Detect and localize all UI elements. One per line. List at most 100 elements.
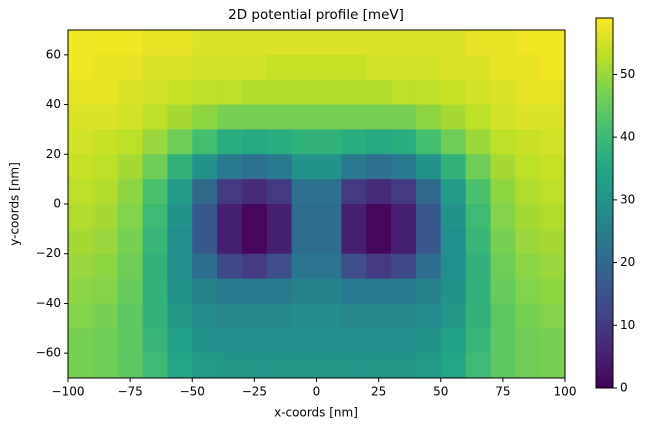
- heatmap-cell: [440, 154, 467, 180]
- heatmap-cell: [465, 228, 491, 255]
- heatmap-cell: [117, 154, 144, 180]
- heatmap-cell: [366, 154, 392, 180]
- heatmap-cell: [92, 228, 119, 255]
- heatmap-cell: [440, 129, 467, 155]
- heatmap-cell: [515, 154, 541, 180]
- heatmap-cell: [167, 278, 193, 304]
- heatmap-cell: [117, 179, 144, 205]
- heatmap-cell: [440, 179, 467, 205]
- y-tick-label: 60: [46, 47, 61, 61]
- heatmap-cell: [241, 129, 268, 155]
- heatmap-cell: [92, 353, 119, 378]
- heatmap-cell: [540, 278, 565, 304]
- heatmap-cell: [540, 79, 565, 106]
- x-tick-label: −50: [180, 385, 205, 399]
- heatmap-cell: [490, 104, 516, 130]
- heatmap-cell: [366, 353, 392, 378]
- heatmap-cell: [117, 353, 144, 378]
- heatmap-cell: [341, 54, 367, 81]
- heatmap-cell: [167, 353, 193, 378]
- heatmap-cell: [117, 104, 144, 130]
- heatmap-cell: [92, 54, 119, 81]
- heatmap-cell: [465, 253, 491, 280]
- heatmap-cell: [490, 228, 516, 255]
- heatmap-cell: [142, 30, 168, 56]
- heatmap-cell: [415, 104, 442, 130]
- heatmap-cell: [117, 54, 144, 81]
- heatmap-cell: [490, 253, 516, 280]
- heatmap-cell: [68, 328, 94, 354]
- heatmap-cell: [142, 328, 168, 354]
- heatmap-cell: [366, 303, 392, 329]
- heatmap-cell: [192, 154, 218, 180]
- heatmap-cell: [415, 353, 442, 378]
- heatmap-cell: [291, 30, 317, 56]
- heatmap-cell: [316, 79, 342, 106]
- colorbar-tick-label: 0: [620, 381, 628, 395]
- heatmap-cell: [515, 278, 541, 304]
- heatmap-cell: [241, 278, 268, 304]
- colorbar-tick-label: 10: [620, 318, 635, 332]
- heatmap-cell: [341, 30, 367, 56]
- heatmap-cell: [341, 179, 367, 205]
- heatmap-cell: [92, 328, 119, 354]
- heatmap-cell: [366, 79, 392, 106]
- heatmap-cell: [415, 54, 442, 81]
- heatmap-cell: [266, 253, 293, 280]
- heatmap-cell: [142, 278, 168, 304]
- heatmap-cell: [366, 228, 392, 255]
- heatmap-cell: [142, 353, 168, 378]
- colorbar-tick-label: 30: [620, 192, 635, 206]
- heatmap-cell: [415, 303, 442, 329]
- heatmap-cell: [142, 154, 168, 180]
- heatmap-cell: [117, 278, 144, 304]
- heatmap-cell: [341, 353, 367, 378]
- heatmap-cell: [167, 179, 193, 205]
- heatmap-cell: [217, 30, 243, 56]
- heatmap-cell: [465, 303, 491, 329]
- heatmap-cell: [391, 30, 417, 56]
- heatmap-cell: [68, 129, 94, 155]
- heatmap-cell: [540, 129, 565, 155]
- x-tick-label: 0: [313, 385, 321, 399]
- heatmap-cell: [490, 278, 516, 304]
- heatmap-cell: [217, 328, 243, 354]
- heatmap-cell: [366, 179, 392, 205]
- heatmap-cell: [515, 253, 541, 280]
- heatmap-cell: [391, 204, 417, 230]
- heatmap-cell: [440, 353, 467, 378]
- heatmap-cell: [515, 303, 541, 329]
- heatmap-cell: [217, 278, 243, 304]
- heatmap-cell: [540, 154, 565, 180]
- heatmap-cell: [415, 30, 442, 56]
- heatmap-cell: [440, 30, 467, 56]
- heatmap-cell: [440, 328, 467, 354]
- heatmap-cell: [341, 154, 367, 180]
- heatmap-cell: [167, 104, 193, 130]
- heatmap-cell: [192, 328, 218, 354]
- heatmap-cell: [341, 104, 367, 130]
- heatmap-cell: [167, 79, 193, 106]
- heatmap-cell: [341, 328, 367, 354]
- heatmap-cell: [540, 54, 565, 81]
- heatmap-cell: [217, 129, 243, 155]
- heatmap-cell: [415, 154, 442, 180]
- heatmap-cell: [366, 328, 392, 354]
- heatmap-cell: [241, 228, 268, 255]
- heatmap-cell: [92, 129, 119, 155]
- heatmap-cell: [465, 179, 491, 205]
- heatmap-cell: [192, 129, 218, 155]
- heatmap-cell: [68, 353, 94, 378]
- heatmap-cell: [217, 228, 243, 255]
- heatmap-cell: [540, 104, 565, 130]
- heatmap-cell: [92, 278, 119, 304]
- heatmap-cell: [316, 328, 342, 354]
- heatmap-cell: [92, 303, 119, 329]
- heatmap-cell: [167, 204, 193, 230]
- heatmap-cell: [465, 104, 491, 130]
- heatmap-cell: [316, 154, 342, 180]
- heatmap-cell: [490, 30, 516, 56]
- heatmap-cell: [217, 104, 243, 130]
- heatmap-cell: [117, 303, 144, 329]
- heatmap-cell: [217, 204, 243, 230]
